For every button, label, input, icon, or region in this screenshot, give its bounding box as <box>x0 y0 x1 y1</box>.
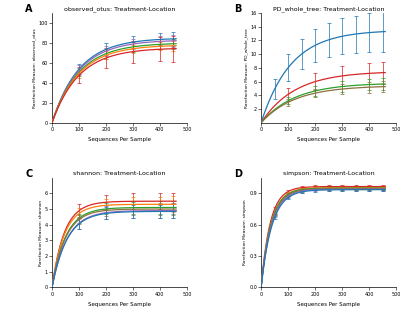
Title: observed_otus: Treatment-Location: observed_otus: Treatment-Location <box>64 6 175 12</box>
Y-axis label: Rarefaction Measure: PD_whole_tree: Rarefaction Measure: PD_whole_tree <box>244 28 248 108</box>
Text: A: A <box>25 4 32 14</box>
Y-axis label: Rarefaction Measure: shannon: Rarefaction Measure: shannon <box>39 200 43 266</box>
Title: PD_whole_tree: Treatment-Location: PD_whole_tree: Treatment-Location <box>273 6 384 12</box>
X-axis label: Sequences Per Sample: Sequences Per Sample <box>297 302 360 307</box>
X-axis label: Sequences Per Sample: Sequences Per Sample <box>88 138 151 142</box>
Text: C: C <box>25 169 32 179</box>
Y-axis label: Rarefaction Measure: observed_otus: Rarefaction Measure: observed_otus <box>32 28 36 108</box>
Y-axis label: Rarefaction Measure: simpson: Rarefaction Measure: simpson <box>243 200 247 266</box>
Text: B: B <box>234 4 242 14</box>
X-axis label: Sequences Per Sample: Sequences Per Sample <box>297 138 360 142</box>
Text: D: D <box>234 169 242 179</box>
Title: simpson: Treatment-Location: simpson: Treatment-Location <box>283 171 374 176</box>
Title: shannon: Treatment-Location: shannon: Treatment-Location <box>73 171 166 176</box>
X-axis label: Sequences Per Sample: Sequences Per Sample <box>88 302 151 307</box>
